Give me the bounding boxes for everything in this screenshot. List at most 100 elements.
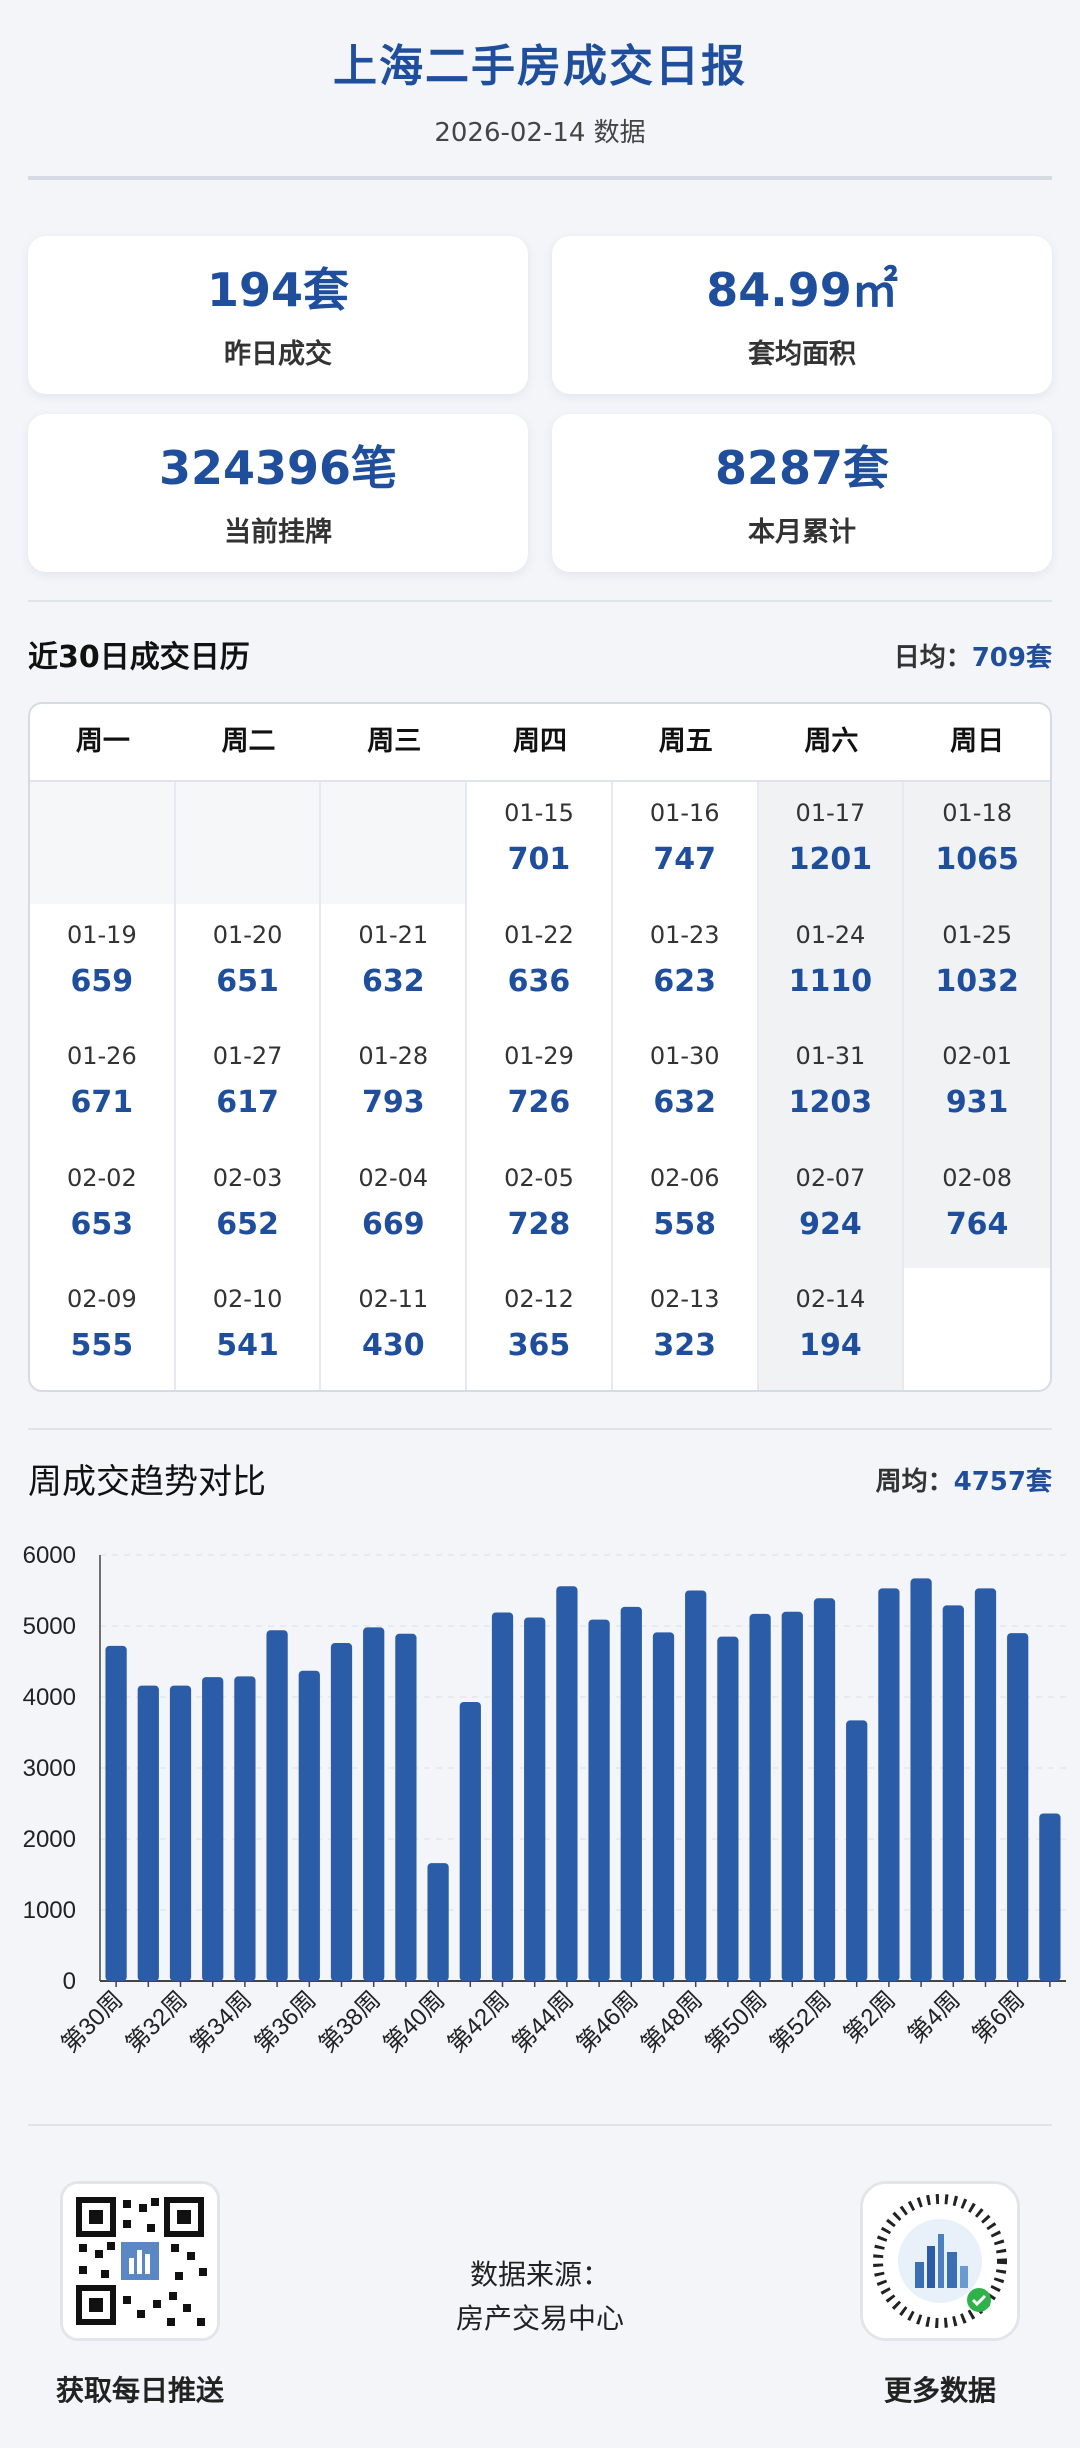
calendar-day-cell: 01-16 747 <box>613 782 759 904</box>
x-tick-label: 第30周 <box>56 1986 128 2058</box>
calendar-date: 01-27 <box>212 1042 283 1071</box>
data-source-name: 房产交易中心 <box>455 2302 624 2335</box>
calendar-empty-cell <box>321 782 468 904</box>
bar <box>105 1645 127 1981</box>
stat-value: 84.99㎡ <box>706 263 898 317</box>
stat-card-listings: 324396笔 当前挂牌 <box>28 414 528 572</box>
calendar-empty-cell <box>175 782 322 904</box>
calendar-count: 636 <box>507 963 571 999</box>
calendar-count: 1032 <box>935 963 1019 999</box>
calendar-date: 01-22 <box>504 920 574 949</box>
calendar-count: 671 <box>70 1085 134 1121</box>
calendar-date: 02-03 <box>212 1163 283 1192</box>
calendar-day-cell: 02-02 653 <box>30 1146 176 1269</box>
bar <box>459 1701 481 1981</box>
calendar-empty-cell <box>904 1268 1050 1390</box>
calendar-date: 02-01 <box>942 1042 1012 1071</box>
stats-grid: 194套 昨日成交 84.99㎡ 套均面积 324396笔 当前挂牌 8287套… <box>28 236 1052 572</box>
daily-push-qr-code[interactable] <box>60 2181 220 2341</box>
bar <box>749 1613 771 1981</box>
calendar-count: 764 <box>945 1206 1009 1242</box>
report-date: 2026-02-14 数据 <box>434 118 646 148</box>
calendar-count: 726 <box>507 1085 571 1121</box>
calendar-date: 01-31 <box>795 1042 866 1071</box>
bar <box>556 1586 578 1981</box>
y-tick-label: 3000 <box>23 1755 76 1782</box>
calendar-date: 01-16 <box>649 799 720 827</box>
bar <box>942 1605 964 1981</box>
calendar-count: 728 <box>507 1206 571 1242</box>
calendar-weekday-row: 周一 周二 周三 周四 周五 周六 周日 <box>30 704 1050 782</box>
calendar-date: 01-20 <box>212 920 283 949</box>
calendar-date: 01-18 <box>942 799 1012 827</box>
bar <box>202 1677 224 1981</box>
calendar-count: 1065 <box>935 842 1019 877</box>
calendar-count: 653 <box>70 1206 134 1242</box>
weekly-average-label: 周均： <box>875 1467 954 1497</box>
calendar-date: 01-26 <box>66 1042 137 1071</box>
calendar-date: 01-19 <box>66 920 137 949</box>
calendar-date: 01-29 <box>504 1042 574 1071</box>
calendar-count: 365 <box>507 1328 571 1364</box>
x-tick-label: 第4周 <box>903 1986 965 2048</box>
x-tick-label: 第36周 <box>250 1986 322 2058</box>
bar <box>878 1588 900 1981</box>
weekly-section-header: 周成交趋势对比 周均：4757套 <box>28 1460 1052 1504</box>
report-header: 上海二手房成交日报 2026-02-14 数据 <box>0 0 1080 178</box>
calendar-count: 430 <box>361 1328 425 1364</box>
stat-card-avg-area: 84.99㎡ 套均面积 <box>552 236 1052 394</box>
stat-value: 324396笔 <box>158 441 398 495</box>
section-divider <box>28 1428 1052 1430</box>
calendar-date: 02-06 <box>649 1163 720 1192</box>
calendar-date: 02-13 <box>649 1285 720 1314</box>
header-divider <box>28 176 1052 180</box>
bar <box>363 1627 385 1981</box>
calendar-date: 01-24 <box>795 920 866 949</box>
daily-average: 日均：709套 <box>894 636 1052 680</box>
calendar-day-cell: 01-21 632 <box>321 903 468 1026</box>
mini-program-code[interactable] <box>860 2181 1020 2341</box>
calendar-count: 931 <box>945 1085 1009 1121</box>
calendar-date: 02-08 <box>942 1163 1012 1192</box>
chart-svg: 0 1000 2000 3000 4000 5000 6000 第30周第32周第34周第36… <box>23 1542 1066 2058</box>
x-tick-label: 第44周 <box>507 1986 579 2058</box>
bar <box>813 1598 836 1981</box>
calendar-day-cell: 01-15 701 <box>467 782 613 904</box>
weekday-header: 周二 <box>221 726 276 757</box>
calendar-count: 1110 <box>788 963 873 999</box>
x-tick-label: 第46周 <box>572 1986 644 2058</box>
calendar-count: 555 <box>70 1328 134 1364</box>
bar <box>169 1685 192 1981</box>
weekday-header: 周日 <box>950 726 1005 757</box>
bar <box>1039 1813 1061 1981</box>
x-tick-label: 第2周 <box>839 1986 901 2048</box>
x-tick-label: 第34周 <box>185 1986 257 2058</box>
calendar-count: 541 <box>216 1328 279 1364</box>
calendar-count: 632 <box>653 1085 717 1121</box>
calendar-date: 02-05 <box>504 1163 574 1192</box>
calendar-day-cell: 02-01 931 <box>904 1025 1050 1147</box>
daily-average-label: 日均： <box>893 643 972 673</box>
calendar-day-cell: 02-12 365 <box>467 1268 613 1390</box>
calendar-count: 632 <box>361 963 425 999</box>
calendar-day-cell: 01-22 636 <box>467 903 613 1026</box>
calendar-day-cell: 02-08 764 <box>904 1146 1050 1269</box>
calendar-day-cell: 01-17 1201 <box>758 782 905 904</box>
x-tick-label: 第50周 <box>700 1986 772 2058</box>
calendar-count: 701 <box>507 842 571 877</box>
bar <box>491 1612 514 1981</box>
calendar-date: 01-23 <box>649 920 720 949</box>
weekday-header: 周五 <box>658 726 713 757</box>
calendar-day-cell: 01-23 623 <box>613 903 759 1026</box>
calendar-count: 323 <box>653 1328 717 1364</box>
bar <box>588 1619 610 1981</box>
calendar-empty-cell <box>30 782 176 904</box>
calendar-count: 747 <box>653 842 717 877</box>
y-tick-label: 5000 <box>23 1613 76 1640</box>
transaction-calendar: 周一 周二 周三 周四 周五 周六 周日 01-15 701 01-16 747 01-17 1201… <box>28 702 1052 1392</box>
bar <box>620 1606 642 1981</box>
y-tick-label: 6000 <box>23 1542 76 1569</box>
stat-label: 昨日成交 <box>224 339 332 370</box>
calendar-day-cell: 02-03 652 <box>176 1146 322 1269</box>
weekday-header: 周六 <box>804 726 859 757</box>
